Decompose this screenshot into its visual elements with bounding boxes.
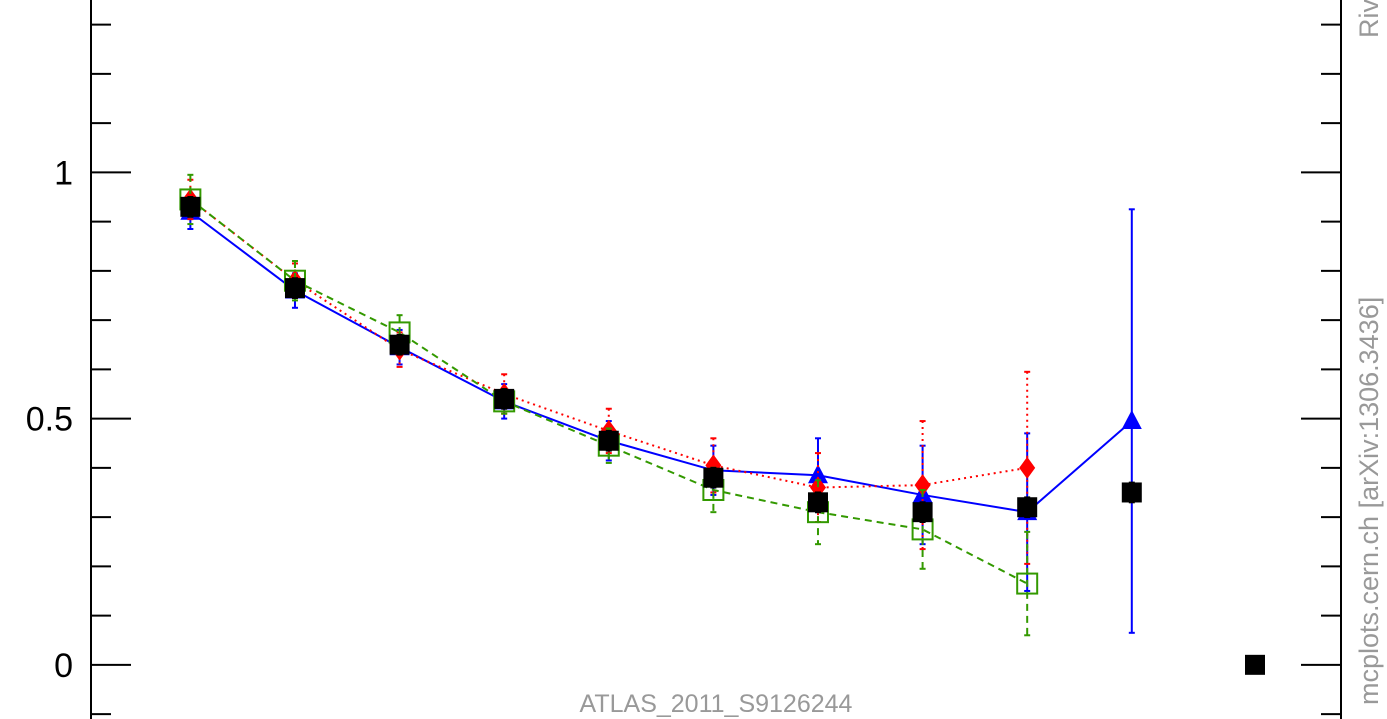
y-tick-label: 0 bbox=[54, 647, 73, 685]
series-line bbox=[189, 210, 1133, 514]
y-axis-left: 00.51 bbox=[26, 23, 131, 716]
data-point-black-square bbox=[284, 278, 305, 299]
side-label: mcplots.cern.ch [arXiv:1306.3436] bbox=[1354, 297, 1384, 705]
legend-marker-black-square bbox=[1245, 654, 1265, 675]
data-point-diamond bbox=[914, 474, 931, 497]
series-black-square bbox=[180, 195, 1142, 524]
data-point-black-square bbox=[703, 467, 724, 488]
series-line bbox=[189, 198, 1028, 585]
data-point-black-square bbox=[1017, 497, 1038, 518]
y-tick-label: 0.5 bbox=[26, 401, 73, 439]
series-layer bbox=[179, 173, 1142, 637]
analysis-label: ATLAS_2011_S9126244 bbox=[580, 690, 853, 718]
data-point-black-square bbox=[389, 334, 410, 355]
data-point-diamond bbox=[1019, 456, 1036, 479]
data-point-open-square bbox=[1016, 572, 1039, 595]
series-triangle bbox=[180, 193, 1142, 634]
y-tick-label: 1 bbox=[54, 154, 73, 192]
data-point-black-square bbox=[494, 388, 515, 409]
data-point-black-square bbox=[807, 492, 828, 513]
series-line bbox=[189, 198, 1028, 489]
y-axis-right bbox=[1301, 23, 1341, 716]
data-point-black-square bbox=[1121, 482, 1142, 503]
data-point-black-square bbox=[180, 196, 201, 217]
data-point-triangle bbox=[807, 464, 828, 484]
data-point-black-square bbox=[598, 430, 619, 451]
corner-label: Riv bbox=[1354, 0, 1384, 38]
data-point-triangle bbox=[1121, 410, 1142, 430]
data-point-black-square bbox=[912, 502, 933, 523]
plot-frame bbox=[90, 0, 1342, 719]
legend-marker-layer bbox=[1245, 654, 1265, 675]
series-diamond bbox=[182, 178, 1036, 565]
series-open-square bbox=[179, 173, 1039, 637]
